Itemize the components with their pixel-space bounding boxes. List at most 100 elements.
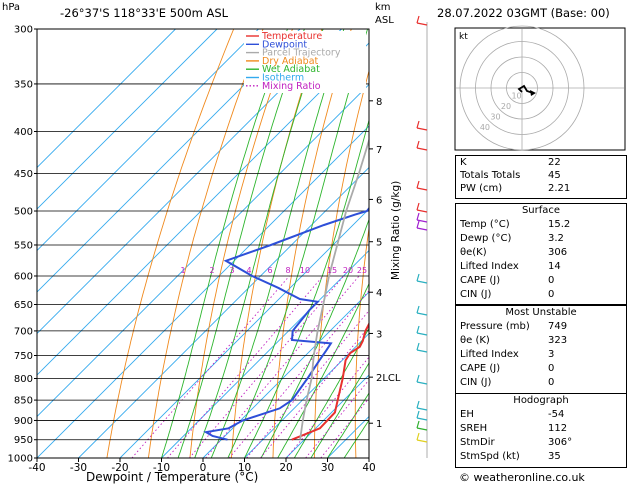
pressure-tick-label: 1000 bbox=[8, 454, 33, 465]
pressure-tick-label: 300 bbox=[14, 25, 33, 36]
index-value: 22 bbox=[548, 157, 561, 168]
surface-label: θe(K) bbox=[460, 247, 487, 258]
temperature-tick-label: -40 bbox=[28, 462, 45, 474]
temperature-tick-label: -20 bbox=[111, 462, 128, 474]
most-unstable-panel: Most Unstable Pressure (mb) 749 θe (K) 323… bbox=[455, 305, 627, 394]
temperature-tick-label: -30 bbox=[70, 462, 87, 474]
pressure-tick-label: 350 bbox=[14, 79, 33, 90]
pressure-tick-label: 950 bbox=[14, 435, 33, 446]
x-axis-label: Dewpoint / Temperature (°C) bbox=[86, 470, 259, 484]
hodograph-unit-label: kt bbox=[459, 32, 468, 42]
hodo-row: StmSpd (kt) 35 bbox=[460, 451, 622, 464]
legend-label: Temperature bbox=[261, 31, 322, 42]
surface-row: Temp (°C) 15.2 bbox=[460, 219, 622, 232]
wind-barb bbox=[416, 439, 428, 443]
most-unstable-title: Most Unstable bbox=[505, 307, 577, 318]
pressure-tick-label: 450 bbox=[14, 169, 33, 180]
indices-panel: K 22 Totals Totals 45 PW (cm) 2.21 bbox=[455, 155, 627, 199]
wind-barb bbox=[416, 227, 428, 231]
wind-barb-flag bbox=[416, 202, 420, 211]
mu-row: Lifted Index 3 bbox=[460, 349, 622, 362]
hodograph-stats-title: Hodograph bbox=[513, 395, 569, 406]
dry-adiabat-line bbox=[106, 29, 235, 458]
surface-row: CAPE (J) 0 bbox=[460, 275, 622, 288]
index-label: PW (cm) bbox=[460, 183, 503, 194]
pressure-tick-label: 850 bbox=[14, 396, 33, 407]
surface-value: 14 bbox=[548, 261, 561, 272]
wind-barb bbox=[416, 219, 428, 223]
mu-value: 323 bbox=[548, 335, 568, 346]
legend-label: Wet Adiabat bbox=[262, 64, 320, 75]
mu-label: θe (K) bbox=[460, 335, 490, 346]
hodo-value: 112 bbox=[548, 423, 568, 434]
surface-row: θe(K) 306 bbox=[460, 247, 622, 260]
wind-barb bbox=[416, 209, 428, 213]
wet-adiabat-line bbox=[177, 29, 305, 458]
mu-label: CAPE (J) bbox=[460, 363, 501, 374]
surface-value: 306 bbox=[548, 247, 568, 258]
wind-barb-flag bbox=[416, 140, 420, 149]
wind-barb-flag bbox=[416, 220, 420, 229]
asl-unit: ASL bbox=[375, 15, 394, 26]
wind-barb bbox=[416, 381, 428, 385]
isotherm-line bbox=[37, 42, 369, 376]
wind-barb-flag bbox=[416, 432, 420, 441]
mu-value: 0 bbox=[548, 363, 555, 374]
temperature-tick-label: -10 bbox=[153, 462, 170, 474]
surface-value: 0 bbox=[548, 289, 555, 300]
hodograph-ring-label: 20 bbox=[501, 102, 511, 111]
surface-value: 3.2 bbox=[548, 233, 564, 244]
hodograph-ring-label: 10 bbox=[511, 92, 521, 101]
mixing-ratio-label: 25 bbox=[357, 266, 367, 275]
mu-row: CAPE (J) 0 bbox=[460, 363, 622, 376]
pressure-tick-label: 750 bbox=[14, 351, 33, 362]
sounding-datetime: 28.07.2022 03GMT (Base: 00) bbox=[437, 6, 610, 20]
km-tick-label: 4 bbox=[376, 288, 382, 299]
isotherm-line bbox=[285, 374, 369, 458]
legend-box bbox=[244, 31, 366, 93]
temperature-line bbox=[291, 321, 369, 441]
wet-adiabat-line bbox=[310, 362, 369, 458]
mu-label: CIN (J) bbox=[460, 377, 492, 388]
km-tick-label: 2LCL bbox=[376, 373, 401, 384]
index-value: 2.21 bbox=[548, 183, 571, 194]
isotherm-line bbox=[202, 291, 369, 458]
index-row-totals: Totals Totals 45 bbox=[460, 170, 622, 183]
km-tick-label: 1 bbox=[376, 419, 382, 430]
index-row-pw: PW (cm) 2.21 bbox=[460, 183, 622, 196]
hodo-value: -54 bbox=[548, 409, 565, 420]
surface-row: CIN (J) 0 bbox=[460, 289, 622, 302]
wind-barb bbox=[416, 280, 428, 284]
isotherm-line bbox=[37, 29, 342, 335]
mixing-ratio-label: 10 bbox=[300, 266, 310, 275]
hodo-label: SREH bbox=[460, 423, 488, 434]
mu-label: Lifted Index bbox=[460, 349, 519, 360]
mixing-ratio-line bbox=[167, 275, 324, 458]
wind-barb bbox=[416, 312, 428, 316]
hodograph-ring-label: 40 bbox=[480, 123, 490, 132]
hodo-label: StmSpd (kt) bbox=[460, 451, 520, 462]
hodo-value: 306° bbox=[548, 437, 573, 448]
wind-barb bbox=[416, 427, 428, 431]
surface-row: Dewp (°C) 3.2 bbox=[460, 233, 622, 246]
surface-label: Lifted Index bbox=[460, 261, 519, 272]
surface-label: CAPE (J) bbox=[460, 275, 501, 286]
mixing-ratio-label: 6 bbox=[267, 266, 272, 275]
mixing-ratio-label: 20 bbox=[343, 266, 353, 275]
wind-barb-flag bbox=[416, 305, 420, 314]
wind-barb-flag bbox=[416, 212, 420, 221]
legend-label: Dry Adiabat bbox=[262, 56, 319, 67]
wind-barb bbox=[416, 332, 428, 336]
wind-barb-flag bbox=[416, 342, 420, 351]
storm-motion-arrow bbox=[530, 90, 536, 96]
wind-barb bbox=[416, 417, 428, 421]
wind-barb-flag bbox=[416, 273, 420, 282]
wind-barb bbox=[416, 22, 428, 26]
hodograph-stats-panel: Hodograph EH -54 SREH 112 StmDir 306° StmSp… bbox=[455, 393, 627, 468]
hodograph-trace bbox=[517, 84, 534, 94]
mixing-ratio-label: 8 bbox=[285, 266, 290, 275]
hodo-label: StmDir bbox=[460, 437, 495, 448]
